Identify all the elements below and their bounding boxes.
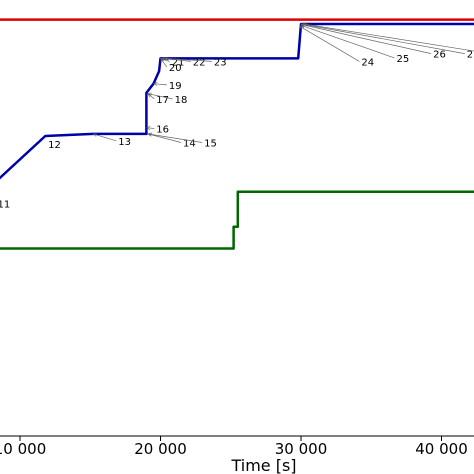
annotation-label-14: 14 [183, 139, 196, 150]
annotation-label-20: 20 [169, 63, 182, 74]
annotation-arrow-26 [301, 24, 432, 54]
annotation-arrow-13 [93, 134, 117, 142]
annotation-label-19: 19 [169, 81, 182, 92]
annotation-arrow-15 [148, 134, 203, 143]
series-line-3 [0, 190, 474, 250]
annotation-arrow-24 [300, 26, 360, 62]
annotation-label-11: 11 [0, 200, 10, 211]
annotation-layer: 111213141516171819202122232425262728 [0, 24, 474, 211]
annotation-label-22: 22 [193, 57, 206, 68]
annotation-label-12: 12 [48, 140, 61, 151]
x-tick-label: 10 000 [0, 440, 46, 458]
annotation-label-25: 25 [397, 54, 410, 65]
annotation-arrow-14 [148, 134, 182, 143]
x-tick-layer: 10 000 20 000 30 000 40 000 [0, 436, 468, 458]
x-axis-label: Time [s] [230, 456, 296, 474]
annotation-arrow-18 [148, 94, 173, 100]
x-tick-label: 40 000 [415, 440, 468, 458]
annotation-arrow-27 [301, 24, 465, 54]
annotation-label-27: 27 [467, 50, 474, 61]
annotation-label-23: 23 [214, 57, 227, 68]
annotation-label-15: 15 [204, 139, 217, 150]
annotation-arrow-23 [165, 58, 212, 62]
annotation-arrow-16 [146, 128, 155, 129]
annotation-arrow-25 [301, 25, 395, 59]
annotation-label-21: 21 [172, 57, 185, 68]
annotation-label-18: 18 [175, 95, 188, 106]
annotation-label-24: 24 [361, 57, 374, 68]
series-line-2 [0, 22, 474, 180]
annotation-label-17: 17 [156, 95, 169, 106]
annotation-arrow-19 [154, 84, 167, 85]
annotation-arrow-28 [304, 24, 474, 52]
x-tick-label: 30 000 [275, 440, 328, 458]
annotation-label-16: 16 [156, 125, 169, 136]
annotation-label-26: 26 [433, 50, 446, 61]
annotation-label-13: 13 [118, 137, 131, 148]
x-tick-label: 20 000 [134, 440, 187, 458]
